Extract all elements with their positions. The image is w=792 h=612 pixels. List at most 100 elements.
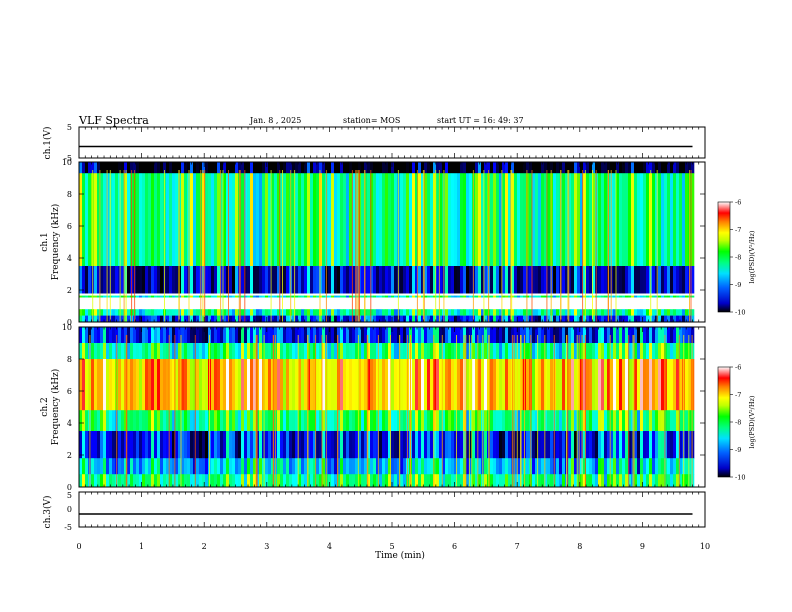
spectrogram-burst (202, 170, 204, 322)
spectrogram-cell (472, 431, 476, 459)
spectrogram-cell (442, 359, 446, 411)
spectrogram-cell (475, 458, 479, 475)
spectrogram-cell (121, 266, 125, 294)
spectrogram-cell (352, 431, 356, 459)
spectrogram-cell (226, 359, 230, 411)
spectrogram-cell (292, 315, 296, 323)
spectrogram-cell (241, 173, 245, 267)
spectrogram-cell (319, 266, 323, 294)
spectrogram-cell (472, 458, 476, 475)
spectrogram-cell (301, 431, 305, 459)
spectrogram-cell (139, 458, 143, 475)
spectrogram-cell (574, 431, 578, 459)
spectrogram-cell (253, 327, 257, 344)
spectrogram-cell (391, 295, 395, 298)
spectrogram-cell (508, 295, 512, 298)
spectrogram-cell (388, 474, 392, 488)
spectrogram-cell (352, 359, 356, 411)
spectrogram-cell (250, 474, 254, 488)
spectrogram-cell (250, 359, 254, 411)
spectrogram-cell (616, 162, 620, 174)
spectrogram-cell (646, 343, 650, 360)
spectrogram-cell (421, 343, 425, 360)
spectrogram-cell (205, 315, 209, 323)
spectrogram-cell (355, 162, 359, 174)
spectrogram-cell (409, 309, 413, 316)
spectrogram-cell (127, 162, 131, 174)
spectrogram-cell (451, 359, 455, 411)
spectrogram-cell (139, 295, 143, 298)
spectrogram-cell (394, 327, 398, 344)
spectrogram-ytick-label: 2 (67, 451, 72, 460)
spectrogram-cell (85, 327, 89, 344)
spectrogram-cell (424, 410, 428, 432)
spectrogram-cell (373, 295, 377, 298)
spectrogram-cell (685, 162, 689, 174)
spectrogram-cell (292, 474, 296, 488)
ch3-ytick-0: 0 (67, 505, 72, 514)
spectrogram-cell (541, 173, 545, 267)
spectrogram-cell (628, 343, 632, 360)
spectrogram-cell (538, 295, 542, 298)
spectrogram-cell (583, 266, 587, 294)
spectrogram-cell (367, 315, 371, 323)
spectrogram-cell (82, 474, 86, 488)
spectrogram-cell (610, 410, 614, 432)
spectrogram-cell (544, 315, 548, 323)
spectrogram-cell (478, 359, 482, 411)
spectrogram-burst (501, 170, 503, 322)
spectrogram-burst (357, 335, 359, 487)
spectrogram-cell (640, 458, 644, 475)
spectrogram-cell (421, 162, 425, 174)
spectrogram-cell (85, 162, 89, 174)
spectrogram-burst (89, 335, 91, 487)
spectrogram-cell (619, 266, 623, 294)
colorbar-tick-label: -7 (735, 391, 741, 399)
spectrogram-cell (388, 162, 392, 174)
spectrogram-cell (397, 162, 401, 174)
spectrogram-cell (304, 309, 308, 316)
spectrogram-cell (436, 343, 440, 360)
spectrogram-cell (538, 359, 542, 411)
spectrogram-cell (460, 162, 464, 174)
spectrogram-cell (478, 458, 482, 475)
spectrogram-cell (328, 410, 332, 432)
spectrogram-cell (457, 343, 461, 360)
spectrogram-cell (571, 343, 575, 360)
spectrogram-cell (643, 266, 647, 294)
spectrogram-cell (340, 173, 344, 267)
spectrogram-cell (535, 410, 539, 432)
spectrogram-burst (359, 170, 360, 322)
spectrogram-cell (166, 295, 170, 298)
spectrogram-cell (136, 458, 140, 475)
spectrogram-cell (187, 343, 191, 360)
spectrogram-cell (340, 431, 344, 459)
spectrogram-cell (595, 410, 599, 432)
spectrogram-cell (148, 410, 152, 432)
spectrogram-cell (253, 474, 257, 488)
spectrogram-cell (103, 162, 107, 174)
spectrogram-cell (499, 315, 503, 323)
spectrogram-cell (433, 343, 437, 360)
spectrogram-cell (241, 162, 245, 174)
spectrogram-cell (172, 431, 176, 459)
spectrogram-cell (394, 474, 398, 488)
spectrogram-cell (505, 295, 509, 298)
spectrogram-cell (619, 327, 623, 344)
spectrogram-burst (581, 335, 583, 487)
spectrogram-cell (667, 359, 671, 411)
spectrogram-cell (94, 327, 98, 344)
spectrogram-cell (547, 295, 551, 298)
spectrogram-cell (658, 266, 662, 294)
spectrogram-cell (361, 173, 365, 267)
spectrogram-cell (202, 295, 206, 298)
spectrogram-cell (499, 343, 503, 360)
spectrogram-cell (217, 173, 221, 267)
spectrogram-cell (409, 295, 413, 298)
spectrogram-cell (337, 327, 341, 344)
spectrogram-cell (220, 343, 224, 360)
spectrogram-cell (391, 474, 395, 488)
spectrogram-cell (388, 295, 392, 298)
spectrogram-cell (100, 173, 104, 267)
spectrogram-cell (433, 309, 437, 316)
